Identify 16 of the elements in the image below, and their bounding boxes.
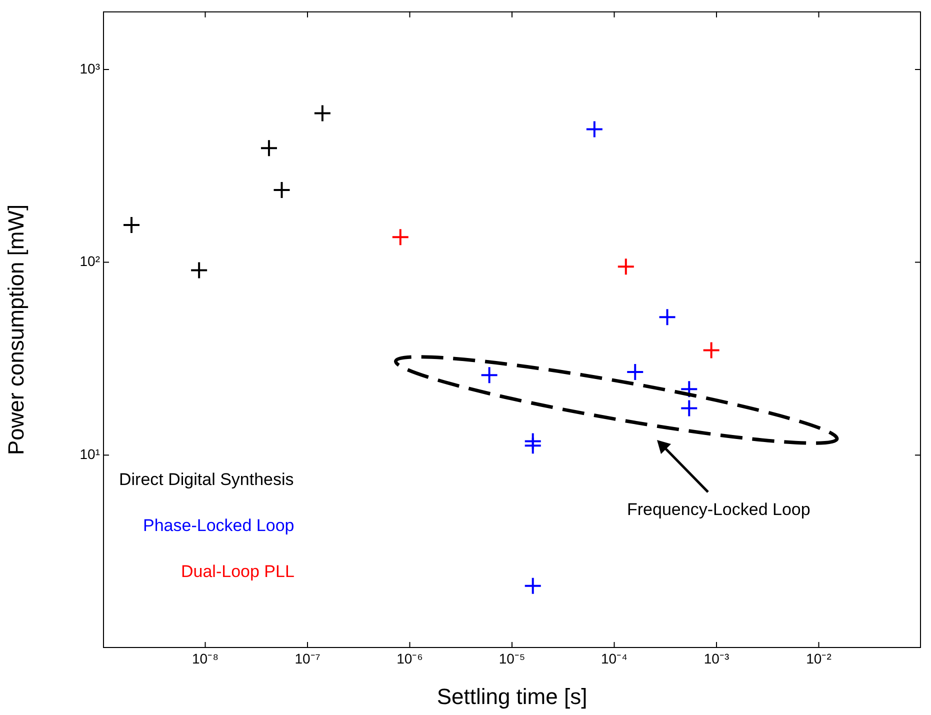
annotation: Frequency-Locked Loop (627, 500, 810, 520)
x-tick-label: 10⁻⁸ (192, 650, 219, 666)
y-tick-label: 10² (80, 253, 100, 270)
y-axis-title: Power consumption [mW] (3, 204, 28, 456)
text: Direct Digital Synthesis (119, 470, 294, 490)
x-tick-label: 10⁻⁶ (396, 650, 423, 666)
text: Dual-Loop PLL (181, 562, 294, 582)
x-tick-label: 10⁻⁷ (294, 650, 320, 666)
y-tick-label: 10³ (80, 60, 100, 76)
x-tick-label: 10⁻³ (704, 650, 730, 666)
x-tick-label: 10⁻⁴ (600, 650, 628, 666)
x-axis-title: Settling time [s] (436, 684, 588, 709)
text: Phase-Locked Loop (143, 516, 294, 536)
x-tick-label: 10⁻² (806, 650, 832, 666)
y-tick-label: 10¹ (80, 446, 100, 462)
x-tick-label: 10⁻⁵ (498, 650, 526, 666)
